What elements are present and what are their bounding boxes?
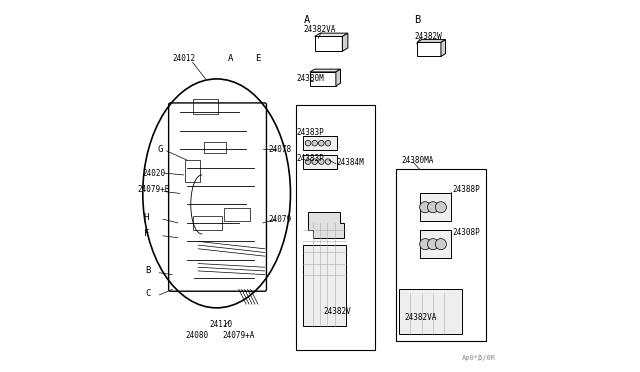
Polygon shape [336, 69, 340, 86]
Text: 24079+A: 24079+A [222, 331, 255, 340]
Circle shape [428, 202, 438, 213]
Polygon shape [308, 212, 344, 238]
Text: 24078: 24078 [268, 145, 291, 154]
Text: 24110: 24110 [209, 320, 232, 329]
Polygon shape [310, 69, 340, 72]
FancyBboxPatch shape [399, 289, 462, 334]
Text: G: G [157, 145, 163, 154]
Circle shape [420, 202, 431, 213]
Text: A: A [228, 54, 233, 63]
Text: Aρ0*β/0R: Aρ0*β/0R [461, 355, 495, 361]
Bar [420, 230, 451, 258]
Text: E: E [255, 54, 260, 63]
Text: 24012: 24012 [172, 54, 195, 63]
Circle shape [305, 159, 311, 164]
Text: 24383P: 24383P [296, 154, 324, 163]
Circle shape [428, 238, 438, 250]
Text: 24080: 24080 [185, 331, 209, 340]
Text: 24079: 24079 [268, 215, 291, 224]
Polygon shape [342, 33, 348, 51]
Circle shape [305, 140, 311, 146]
Text: 24020: 24020 [142, 169, 165, 177]
Circle shape [319, 140, 324, 146]
Circle shape [325, 140, 331, 146]
Text: 24380MA: 24380MA [401, 155, 434, 165]
Circle shape [435, 202, 447, 213]
Text: 24382V: 24382V [324, 307, 351, 316]
Text: A: A [303, 15, 310, 25]
Bar [185, 160, 200, 182]
Bar [204, 142, 226, 153]
Text: 24079+B: 24079+B [137, 185, 170, 194]
Circle shape [312, 140, 317, 146]
Circle shape [325, 159, 331, 164]
Bar [310, 72, 336, 86]
Circle shape [420, 238, 431, 250]
Text: 24308P: 24308P [452, 228, 480, 237]
FancyBboxPatch shape [303, 245, 346, 326]
Bar [420, 193, 451, 221]
Bar [303, 155, 337, 169]
Circle shape [312, 159, 317, 164]
Bar [315, 36, 342, 51]
Bar [396, 169, 486, 341]
Text: 24382VA: 24382VA [303, 25, 336, 33]
Text: 24388P: 24388P [452, 185, 480, 194]
Text: 24382W: 24382W [414, 32, 442, 41]
Text: F: F [143, 230, 149, 238]
Text: 24383P: 24383P [296, 128, 324, 137]
Bar [303, 136, 337, 150]
Circle shape [319, 159, 324, 164]
Bar [193, 99, 218, 114]
Text: 24380M: 24380M [296, 74, 324, 83]
Text: B: B [146, 266, 151, 275]
Bar [224, 208, 250, 221]
Bar [417, 42, 441, 57]
Text: B: B [414, 15, 420, 25]
Circle shape [435, 238, 447, 250]
Bar [296, 105, 376, 350]
Polygon shape [417, 39, 445, 42]
Polygon shape [441, 39, 445, 57]
Bar [193, 215, 222, 230]
Text: 24382VA: 24382VA [405, 312, 437, 321]
Polygon shape [315, 33, 348, 36]
Text: H: H [143, 213, 149, 222]
Text: 24384M: 24384M [337, 157, 364, 167]
Text: C: C [146, 289, 151, 298]
